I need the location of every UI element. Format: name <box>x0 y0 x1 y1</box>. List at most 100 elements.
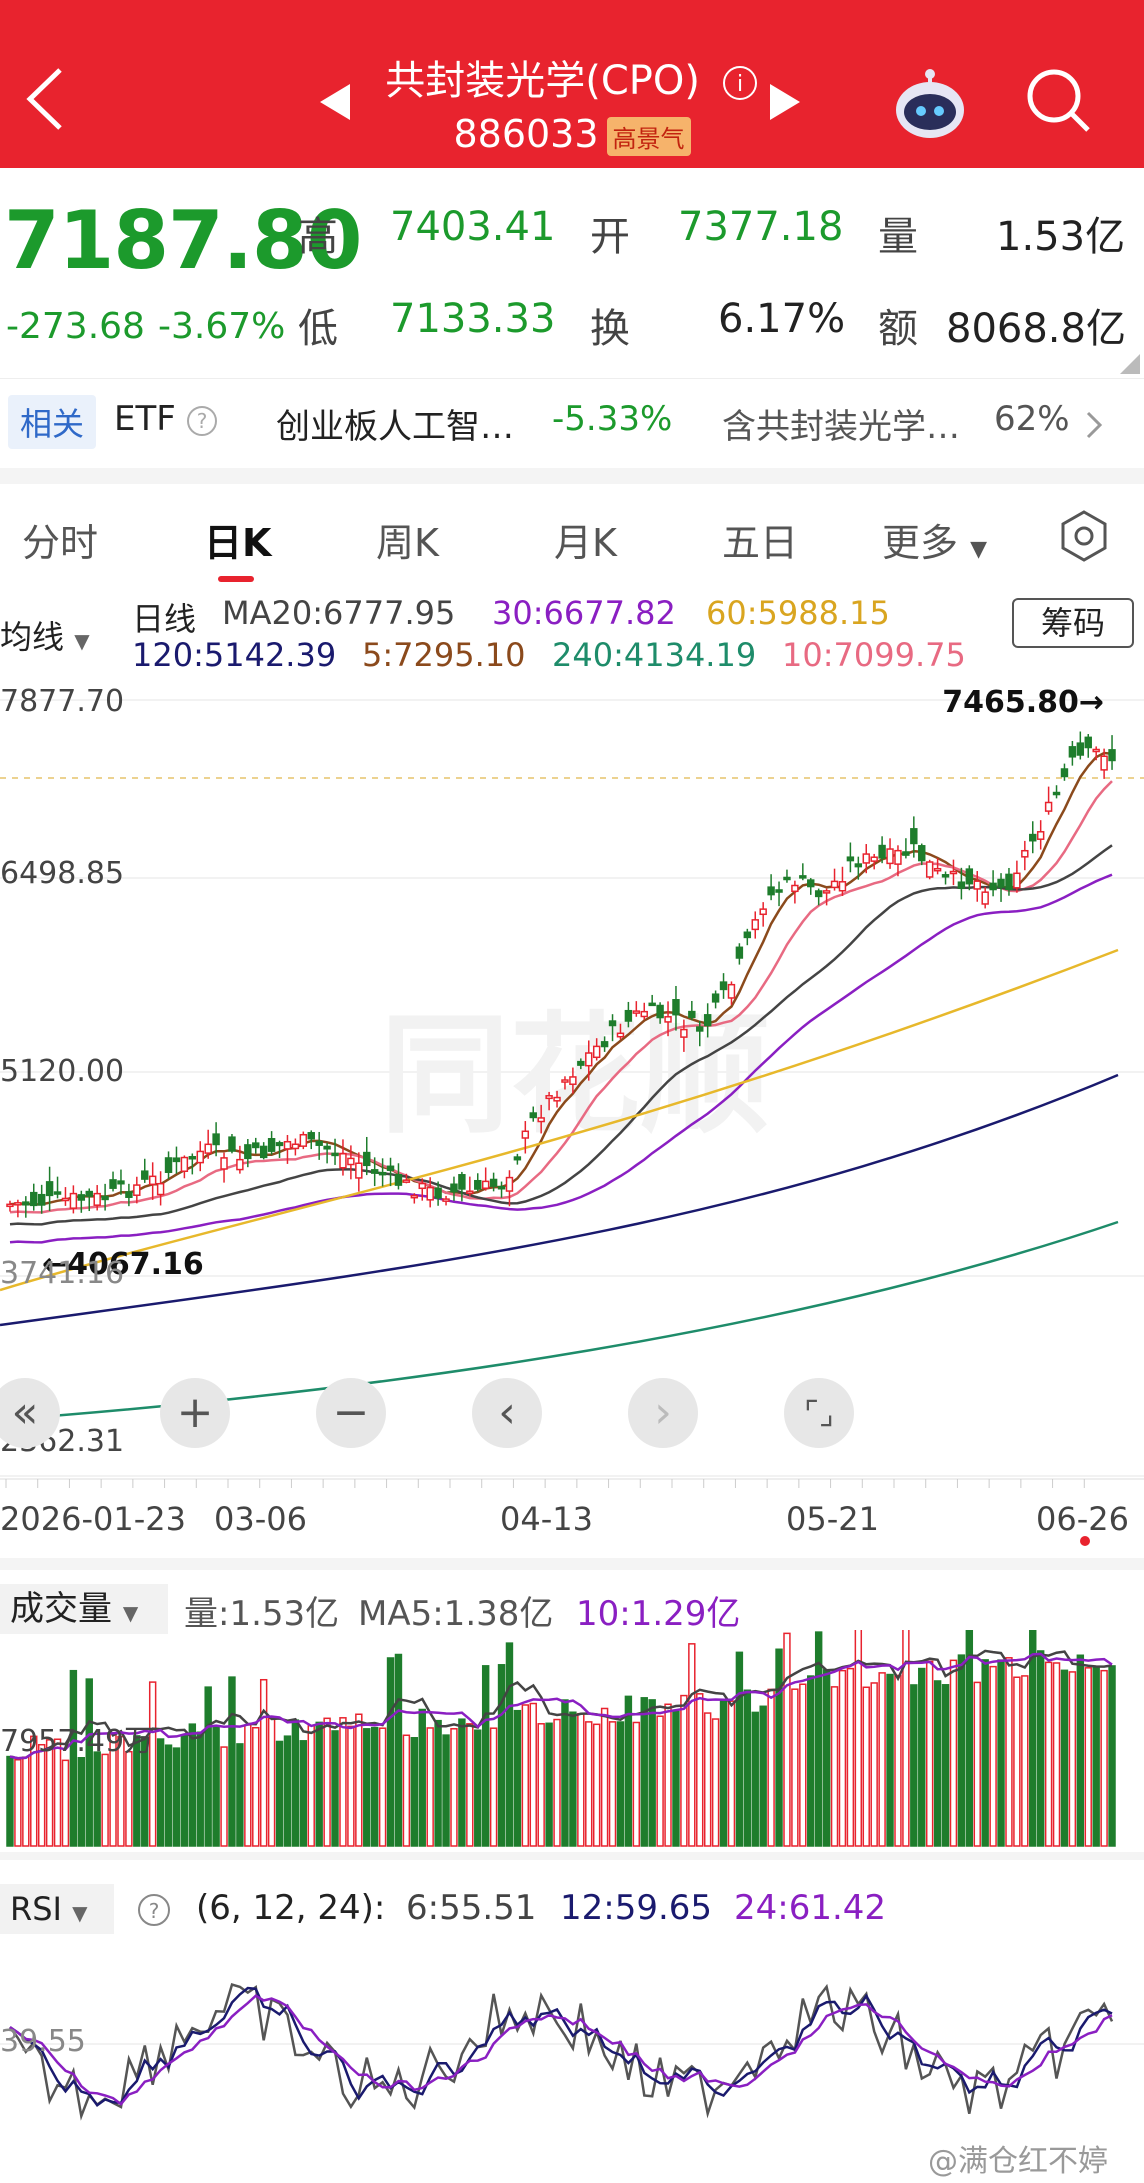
volume-bar <box>1029 1630 1037 1847</box>
tab-intraday[interactable]: 分时 <box>22 521 99 565</box>
y-tick: 6498.85 <box>0 856 125 891</box>
volume-bar <box>133 1735 141 1847</box>
zoom-out-button[interactable]: − <box>316 1378 386 1448</box>
divider <box>0 468 1144 484</box>
candle <box>37 1193 46 1206</box>
volume-bar <box>30 1735 38 1847</box>
candle <box>125 1191 133 1198</box>
settings-icon[interactable] <box>1056 508 1112 564</box>
zoom-in-button[interactable]: + <box>160 1378 230 1448</box>
candle <box>664 1016 672 1023</box>
amount-value: 8068.8亿 <box>946 306 1126 352</box>
etf-pct: -5.33% <box>552 399 673 439</box>
candle <box>1044 801 1053 812</box>
volume-bar <box>965 1630 974 1847</box>
candle <box>767 886 775 896</box>
quote-panel: 7187.80 -273.68 -3.67% 高 7403.41 开 7377.… <box>0 168 1144 378</box>
tab-daily-k[interactable]: 日K <box>204 512 271 582</box>
candle <box>608 1020 617 1027</box>
volume-bar <box>1068 1671 1077 1847</box>
candle <box>77 1194 86 1201</box>
candle <box>1013 872 1021 889</box>
tab-five-day[interactable]: 五日 <box>722 521 799 565</box>
scroll-right-button[interactable]: › <box>628 1378 698 1448</box>
tab-monthly-k[interactable]: 月K <box>554 521 617 565</box>
etf-name[interactable]: 创业板人工智… <box>276 407 514 447</box>
fullscreen-button[interactable]: ⌜⌟ <box>784 1378 854 1448</box>
candle <box>894 849 902 865</box>
volume-bar <box>751 1711 759 1847</box>
candle <box>228 1136 236 1152</box>
candle <box>918 845 926 862</box>
candle <box>474 1179 482 1190</box>
help-icon[interactable]: ? <box>186 405 218 437</box>
candle <box>30 1191 38 1207</box>
volume-bar <box>775 1648 783 1847</box>
candle <box>616 1032 625 1038</box>
volume-bar <box>244 1724 252 1847</box>
volume-bar <box>69 1669 78 1847</box>
candle <box>339 1153 347 1169</box>
volume-bar <box>664 1703 672 1847</box>
candle <box>283 1140 292 1150</box>
candle <box>703 1014 712 1027</box>
rsi-dropdown[interactable]: RSI ▼ <box>0 1884 114 1934</box>
contain-label[interactable]: 含共封装光学… <box>722 407 960 447</box>
prev-stock-icon[interactable] <box>318 82 352 122</box>
rewind-button[interactable]: « <box>0 1378 60 1448</box>
volume-bar <box>61 1759 70 1847</box>
rsi-chart[interactable] <box>0 1940 1144 2150</box>
volume-bar <box>989 1665 997 1847</box>
volume-bar <box>188 1723 197 1847</box>
search-icon[interactable] <box>1024 66 1094 136</box>
related-bar[interactable]: 相关 ETF ? 创业板人工智… -5.33% 含共封装光学… 62% <box>0 378 1144 469</box>
ma5-line <box>9 751 1113 1206</box>
candlestick-chart[interactable]: 同花顺 7465.80→ ←4067.16 <box>0 670 1144 1480</box>
volume-bar <box>997 1659 1005 1847</box>
volume-bar <box>450 1728 458 1847</box>
volume-bar <box>148 1681 157 1847</box>
volume-dropdown[interactable]: 成交量 ▼ <box>0 1584 168 1634</box>
candle <box>14 1202 22 1206</box>
volume-bar <box>141 1736 149 1847</box>
rsi24-value: 24:61.42 <box>734 1888 887 1928</box>
volume-bar <box>807 1675 815 1847</box>
candle <box>902 851 910 856</box>
help-icon[interactable]: ? <box>136 1892 172 1928</box>
volume-bar <box>117 1735 125 1847</box>
volume-bar <box>1076 1654 1085 1847</box>
candle <box>696 1026 704 1032</box>
volume-bar <box>624 1695 633 1847</box>
candle <box>1052 791 1061 796</box>
chevron-right-icon[interactable] <box>1084 409 1104 441</box>
candle <box>1060 768 1069 778</box>
svg-text:?: ? <box>197 409 208 433</box>
rsi-axis-label: 39.55 <box>0 2024 86 2059</box>
candle <box>822 890 831 894</box>
candle <box>331 1152 339 1157</box>
info-icon[interactable]: i <box>721 64 759 102</box>
scroll-left-button[interactable]: ‹ <box>472 1378 542 1448</box>
volume-bar <box>1108 1665 1116 1847</box>
back-arrow-icon[interactable] <box>22 64 68 134</box>
chip-distribution-button[interactable]: 筹码 <box>1012 598 1134 648</box>
svg-text:?: ? <box>149 1899 160 1923</box>
volume-bar <box>497 1664 506 1847</box>
tab-weekly-k[interactable]: 周K <box>376 521 439 565</box>
high-label: 高 <box>298 214 338 260</box>
robot-assistant-icon[interactable] <box>890 64 970 144</box>
candle <box>648 1002 656 1007</box>
candle <box>299 1133 308 1147</box>
indicator-dropdown[interactable]: 均线 ▼ <box>0 618 90 656</box>
tab-more[interactable]: 更多 ▼ <box>882 521 988 565</box>
candle <box>838 881 847 892</box>
volume-chart[interactable] <box>0 1630 1144 1850</box>
x-tick: 03-06 <box>214 1500 307 1538</box>
candle <box>577 1060 585 1066</box>
volume-bar <box>85 1678 93 1847</box>
volume-bar <box>434 1719 442 1847</box>
volume-bar <box>22 1756 30 1847</box>
x-tick: 04-13 <box>500 1500 593 1538</box>
next-stock-icon[interactable] <box>768 82 802 122</box>
caret-down-icon: ▼ <box>74 629 90 653</box>
